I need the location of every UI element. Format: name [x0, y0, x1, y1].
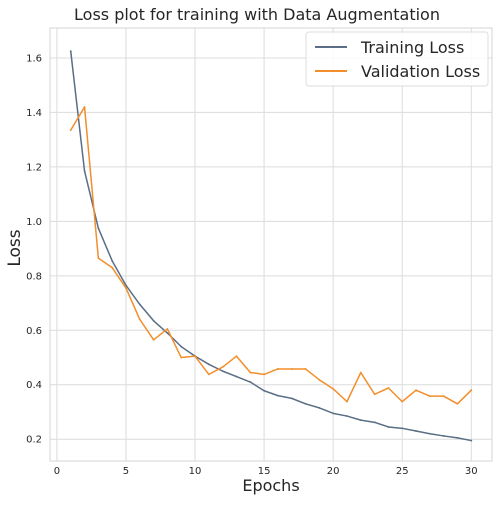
- y-tick-label: 0.4: [26, 380, 42, 391]
- data-point-training-loss: [152, 319, 155, 322]
- legend: Training Loss Validation Loss: [305, 31, 489, 87]
- grid-layer: [50, 28, 492, 461]
- data-point-training-loss: [207, 363, 210, 366]
- series-line-validation-loss: [69, 106, 473, 405]
- data-point-validation-loss: [97, 257, 100, 260]
- data-point-validation-loss: [221, 366, 224, 368]
- data-point-training-loss: [83, 170, 86, 172]
- x-tick-label: 10: [189, 466, 202, 477]
- x-tick-label: 0: [54, 466, 60, 477]
- data-point-validation-loss: [69, 129, 72, 132]
- data-point-validation-loss: [83, 106, 86, 108]
- data-point-validation-loss: [263, 373, 265, 376]
- plot-area: [50, 28, 492, 461]
- data-point-validation-loss: [415, 389, 417, 392]
- data-point-validation-loss: [428, 395, 431, 398]
- data-point-training-loss: [456, 436, 459, 439]
- data-point-training-loss: [290, 397, 293, 400]
- data-point-validation-loss: [277, 368, 279, 370]
- data-point-training-loss: [263, 389, 265, 392]
- x-tick-label: 5: [123, 466, 129, 477]
- data-point-validation-loss: [235, 355, 238, 358]
- data-point-training-loss: [346, 415, 348, 417]
- data-point-validation-loss: [387, 387, 390, 389]
- legend-box: [305, 31, 489, 87]
- data-point-training-loss: [401, 427, 404, 430]
- data-point-validation-loss: [456, 402, 459, 405]
- y-tick-label: 1.0: [26, 217, 42, 228]
- legend-label-validation-loss: Validation Loss: [361, 62, 480, 81]
- x-tick-label: 25: [396, 466, 409, 477]
- chart-title: Loss plot for training with Data Augment…: [74, 5, 440, 24]
- x-tick-label: 15: [258, 466, 271, 477]
- data-point-validation-loss: [207, 373, 210, 376]
- x-tick-label: 20: [327, 466, 340, 477]
- data-point-validation-loss: [359, 371, 362, 374]
- data-point-validation-loss: [373, 393, 376, 396]
- data-point-training-loss: [415, 430, 417, 432]
- data-point-training-loss: [470, 439, 473, 442]
- tick-label-layer: 0 5 10 15 20 25 30 0.2 0.4 0.6 0.8 1.0 1.2 1.4 1.6: [26, 53, 478, 477]
- y-tick-label: 0.6: [26, 326, 42, 337]
- data-point-training-loss: [166, 332, 169, 334]
- data-point-validation-loss: [442, 395, 445, 398]
- data-point-validation-loss: [332, 387, 335, 390]
- data-point-training-loss: [387, 426, 390, 428]
- x-axis-label: Epochs: [242, 476, 299, 495]
- data-point-training-loss: [304, 402, 307, 405]
- series-line-training-loss: [69, 50, 473, 442]
- data-point-validation-loss: [346, 400, 348, 403]
- data-point-validation-loss: [318, 378, 321, 381]
- data-point-training-loss: [373, 421, 376, 424]
- y-tick-label: 1.6: [26, 53, 42, 64]
- data-point-training-loss: [69, 50, 72, 53]
- data-point-training-loss: [97, 227, 100, 230]
- data-point-validation-loss: [290, 368, 293, 370]
- legend-label-training-loss: Training Loss: [360, 38, 464, 57]
- plot-frame: [49, 27, 493, 462]
- data-point-training-loss: [235, 375, 238, 378]
- data-point-training-loss: [442, 435, 445, 437]
- data-point-training-loss: [249, 381, 252, 383]
- data-point-validation-loss: [125, 287, 127, 289]
- data-point-validation-loss: [180, 356, 183, 359]
- y-tick-label: 1.4: [26, 108, 42, 119]
- y-tick-label: 0.2: [26, 435, 42, 446]
- y-axis-label: Loss: [5, 229, 25, 266]
- data-point-training-loss: [138, 303, 141, 306]
- data-point-training-loss: [277, 394, 279, 397]
- data-point-validation-loss: [401, 400, 404, 403]
- y-tick-label: 1.2: [26, 162, 42, 173]
- data-point-training-loss: [111, 259, 114, 262]
- data-point-validation-loss: [249, 371, 252, 374]
- data-point-validation-loss: [138, 318, 141, 321]
- data-point-training-loss: [428, 432, 431, 435]
- y-tick-label: 0.8: [26, 271, 42, 282]
- data-point-training-loss: [332, 412, 335, 415]
- data-point-training-loss: [359, 419, 362, 422]
- data-point-training-loss: [125, 284, 127, 287]
- data-point-validation-loss: [304, 368, 307, 370]
- data-point-validation-loss: [111, 266, 114, 269]
- data-point-training-loss: [318, 406, 321, 409]
- series-layer: [69, 50, 473, 442]
- data-point-training-loss: [180, 345, 183, 348]
- data-point-validation-loss: [194, 355, 196, 358]
- data-point-validation-loss: [166, 328, 169, 330]
- data-point-validation-loss: [152, 338, 155, 341]
- data-point-training-loss: [221, 370, 224, 373]
- data-point-validation-loss: [470, 389, 473, 392]
- x-tick-label: 30: [465, 466, 478, 477]
